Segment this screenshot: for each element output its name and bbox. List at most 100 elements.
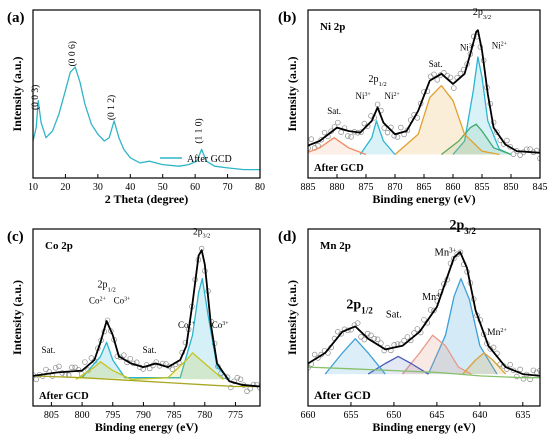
data-point — [401, 337, 407, 344]
peak-annotation: (0 0 6) — [67, 41, 78, 66]
x-tick-label: 20 — [60, 182, 70, 193]
x-tick-label: 70 — [223, 182, 233, 193]
series-line — [427, 277, 498, 375]
panel-label: (b) — [278, 10, 296, 26]
data-point — [414, 326, 421, 332]
data-point — [358, 334, 364, 340]
legend-label: After GCD — [187, 154, 232, 165]
data-point — [354, 320, 361, 326]
data-point — [318, 137, 325, 143]
data-point — [121, 352, 127, 358]
plot-area — [308, 29, 540, 162]
chart-panel-b: (b) Ni 2p 885 880 875 870 865 860 855 850 845 Bindi… — [278, 7, 548, 206]
x-tick-label: 860 — [446, 182, 461, 193]
data-point — [371, 335, 378, 342]
series-fill — [82, 278, 230, 380]
data-point — [348, 134, 354, 140]
x-tick-label: 660 — [301, 410, 316, 421]
data-point — [514, 373, 520, 380]
data-point — [335, 119, 341, 126]
plot-area — [33, 245, 260, 395]
data-point — [237, 376, 244, 383]
x-axis-label: Binding energy (eV) — [372, 420, 475, 434]
peak-annotation: Ni3+ — [355, 91, 371, 101]
x-tick-label: 775 — [228, 410, 243, 421]
peak-annotation: Sat. — [143, 345, 157, 355]
data-point — [75, 366, 82, 373]
x-tick-label: 845 — [533, 182, 548, 193]
series-line — [33, 375, 260, 388]
data-point — [378, 340, 384, 346]
x-tick-label: 635 — [515, 410, 530, 421]
x-tick-label: 885 — [301, 182, 316, 193]
x-tick-label: 870 — [388, 182, 403, 193]
series-line — [324, 338, 386, 375]
data-point — [72, 364, 78, 371]
data-point — [345, 133, 351, 139]
data-point — [169, 366, 176, 373]
data-point — [361, 120, 368, 127]
peak-annotation: Sat. — [41, 345, 55, 355]
peak-annotation: Mn2+ — [487, 328, 507, 338]
data-point — [517, 152, 523, 158]
data-point — [494, 129, 500, 135]
series-line — [441, 123, 512, 156]
series-line — [81, 277, 230, 380]
peak-annotation: Ni2+ — [384, 91, 400, 101]
data-point — [321, 129, 328, 136]
x-axis-label: Binding energy (eV) — [95, 420, 198, 434]
data-point — [490, 344, 497, 351]
data-point — [431, 307, 437, 314]
x-tick-label: 645 — [429, 410, 444, 421]
data-point — [457, 70, 464, 77]
peak-annotation: Sat. — [327, 106, 341, 116]
x-tick-label: 865 — [417, 182, 432, 193]
panel-title: Mn 2p — [320, 240, 351, 252]
y-axis-label: Intensity (a.u.) — [10, 56, 24, 131]
chart-panel-c: (c) Co 2p 805 800 795 790 785 780 775 Binding ene… — [7, 227, 261, 434]
legend-label: After GCD — [314, 388, 371, 402]
panel-title: Co 2p — [45, 240, 73, 252]
data-point — [364, 330, 371, 337]
data-point — [88, 355, 95, 361]
x-axis-label: 2 Theta (degree) — [105, 192, 189, 206]
x-tick-label: 30 — [93, 182, 103, 193]
peak-annotation: 2p3/2 — [193, 227, 210, 239]
data-point — [311, 351, 318, 358]
data-point — [182, 339, 189, 346]
data-point — [427, 307, 434, 313]
panel-label: (a) — [7, 10, 25, 26]
data-point — [127, 355, 134, 362]
data-point — [33, 376, 39, 383]
y-axis-label: Intensity (a.u.) — [10, 280, 24, 355]
x-tick-label: 655 — [343, 410, 358, 421]
data-point — [394, 134, 401, 140]
data-point — [338, 331, 344, 337]
x-tick-label: 80 — [255, 182, 265, 193]
peak-annotation: Ni3+ — [460, 42, 476, 52]
peak-annotation: Ni2+ — [492, 41, 508, 51]
data-point — [431, 71, 437, 78]
peak-annotation: 2p1/2 — [346, 298, 373, 316]
series-fill — [325, 338, 386, 375]
series-fill — [360, 120, 395, 155]
data-point — [507, 361, 513, 368]
data-point — [398, 124, 404, 131]
data-point — [527, 376, 533, 383]
data-point — [361, 336, 368, 343]
x-tick-label: 855 — [475, 182, 490, 193]
series-fill — [441, 124, 511, 155]
peak-annotation: Mn4+ — [422, 291, 443, 303]
peak-annotation: Co3+ — [114, 295, 131, 305]
y-axis-label: Intensity (a.u.) — [285, 56, 299, 131]
x-tick-label: 785 — [167, 410, 182, 421]
series-fill — [395, 85, 500, 155]
series-line — [359, 120, 396, 155]
x-tick-label: 880 — [330, 182, 345, 193]
series-fill — [308, 137, 366, 155]
data-point — [257, 384, 260, 391]
panel-title: Ni 2p — [320, 21, 345, 33]
peak-annotation: Co2+ — [178, 320, 195, 330]
series-line — [308, 137, 367, 156]
peak-annotation: 2p1/2 — [97, 279, 115, 293]
